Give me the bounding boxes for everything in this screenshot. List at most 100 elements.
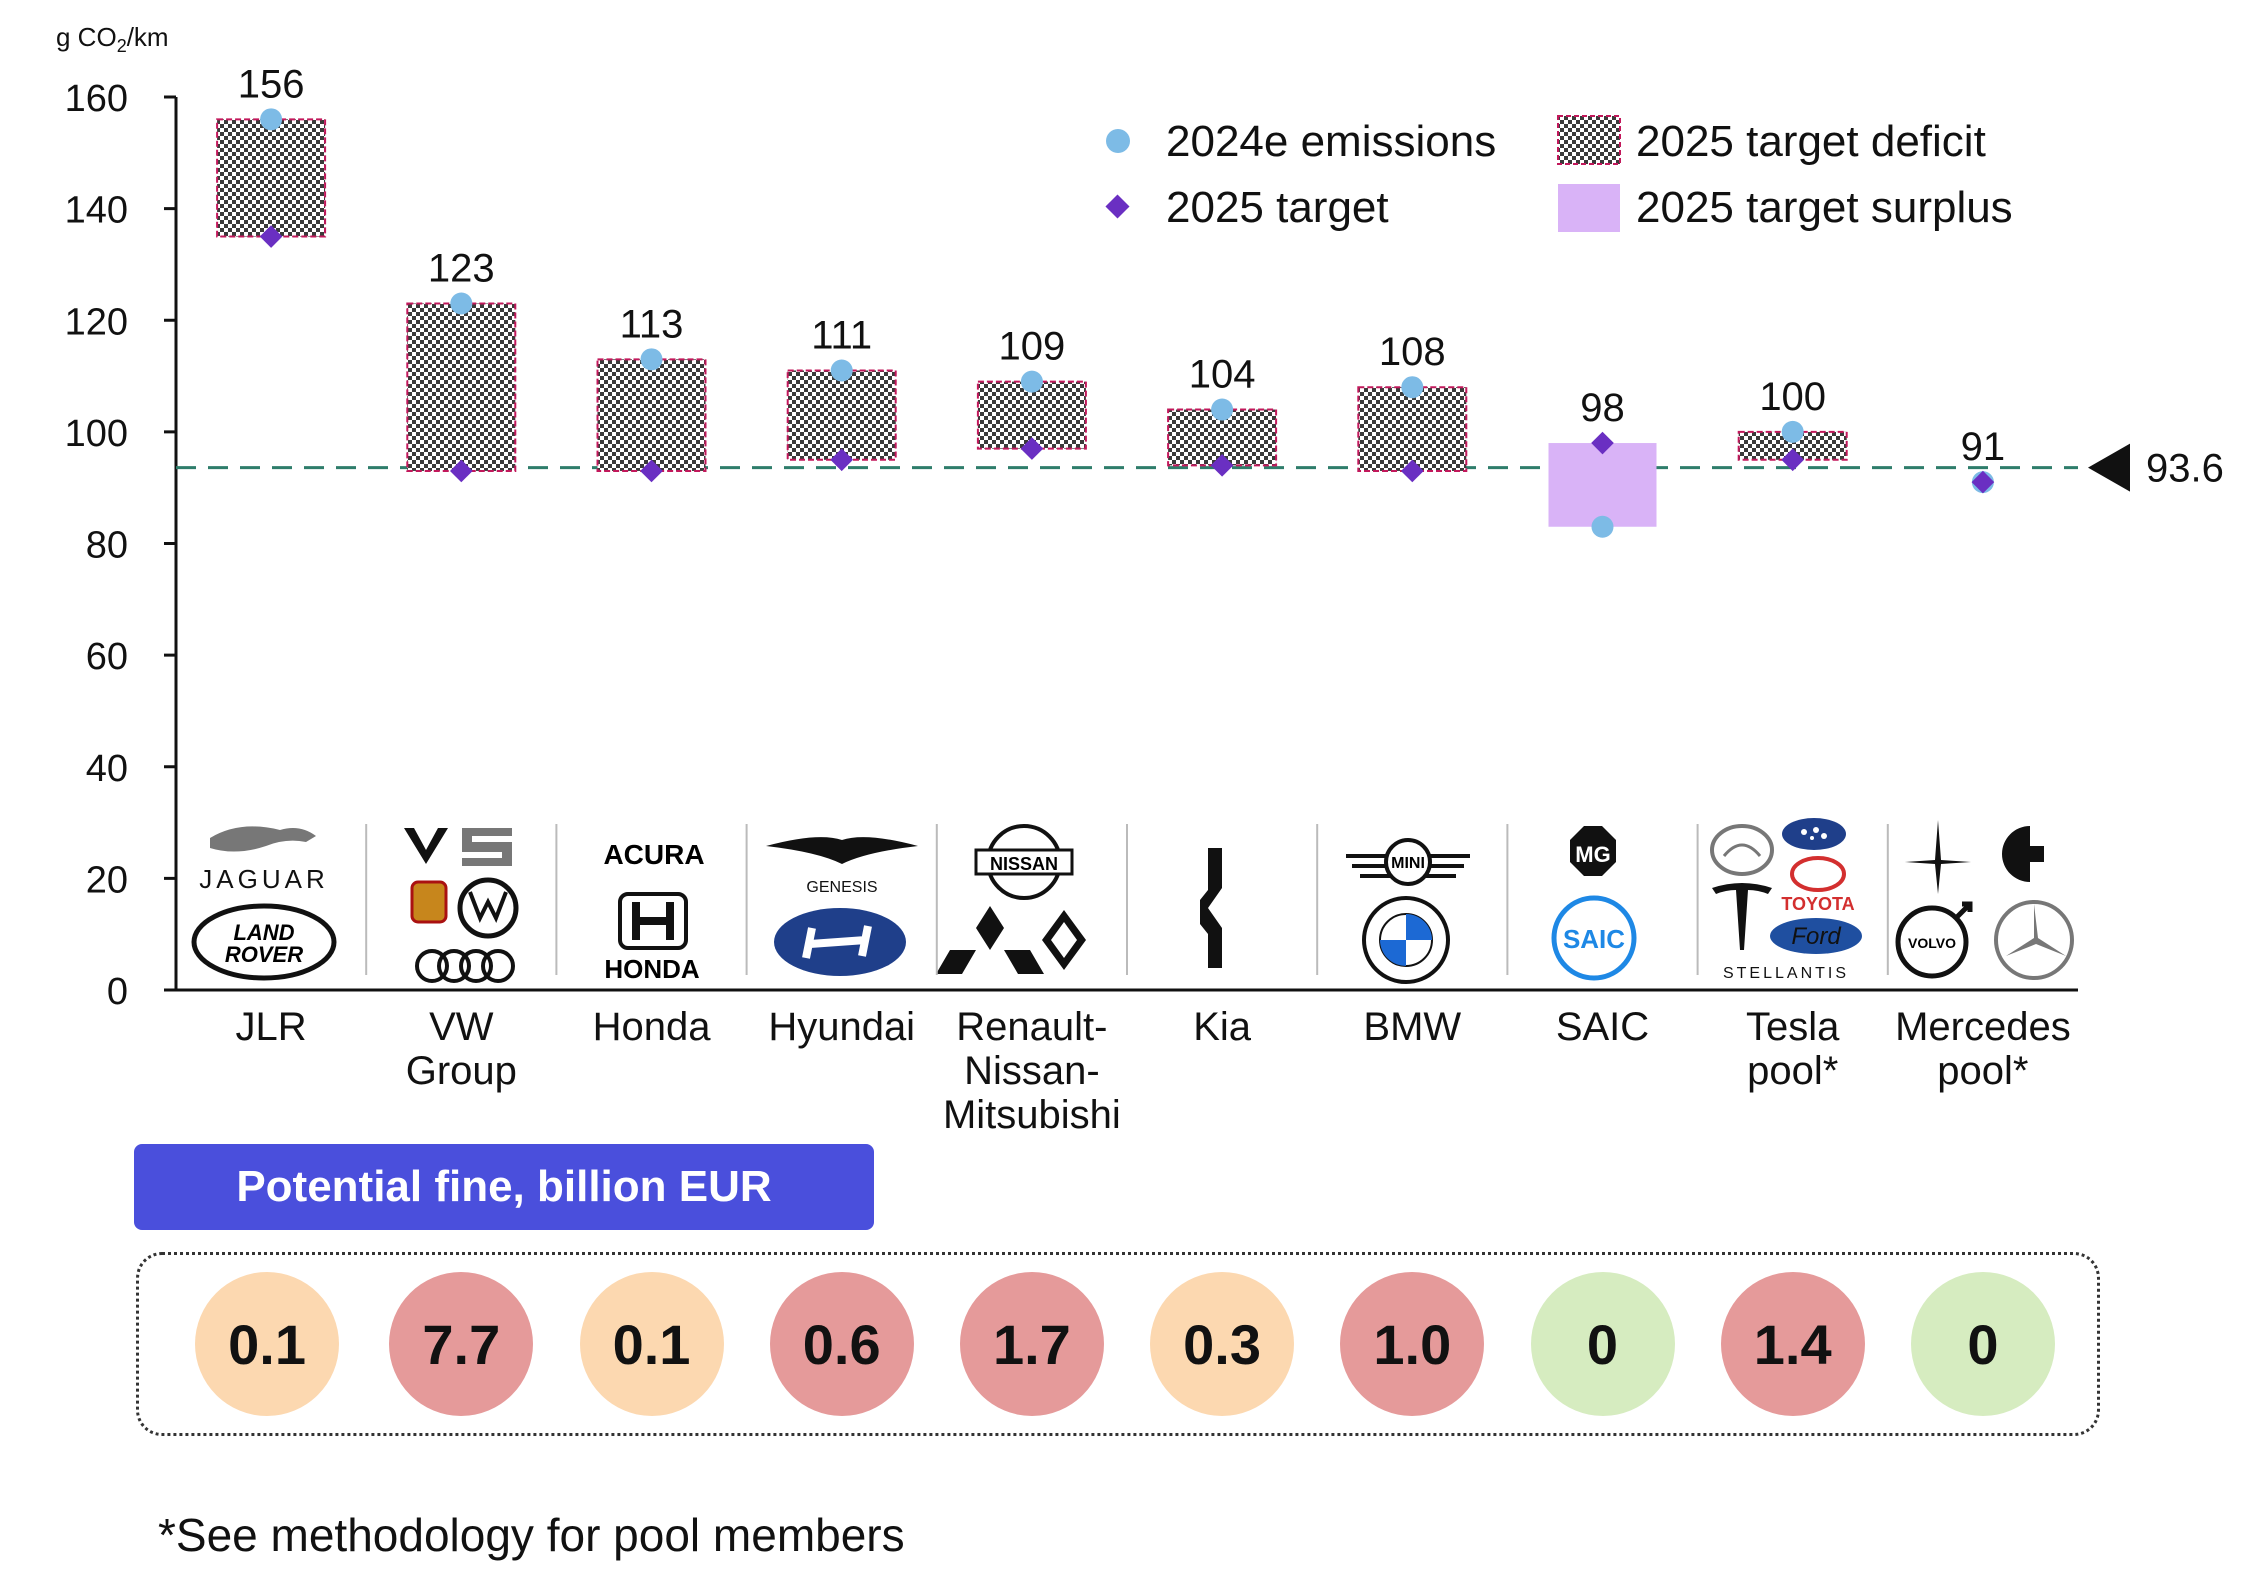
- mini-wordmark: MINI: [1391, 855, 1425, 872]
- fine-circle-honda: 0.1: [579, 1272, 724, 1416]
- bmw-logos: MINI: [1346, 838, 1470, 984]
- emissions-dot-vw: [450, 292, 473, 315]
- subaru-icon: [1782, 818, 1846, 850]
- value-label-tesla: 100: [1759, 375, 1826, 419]
- mini-badge-icon: [1384, 838, 1432, 886]
- fine-circle-bmw: 1.0: [1340, 1272, 1485, 1416]
- fine-circle-mercedes: 0: [1910, 1272, 2055, 1416]
- fine-circle-rnm: 1.7: [959, 1272, 1104, 1416]
- x-label-hyundai: Hyundai: [768, 1005, 915, 1049]
- x-label-honda: Honda: [593, 1005, 712, 1049]
- legend-deficit-label: 2025 target deficit: [1636, 117, 1986, 166]
- x-label-jlr: JLR: [236, 1005, 307, 1049]
- target-diamond-saic: [1591, 431, 1614, 455]
- emissions-dot-tesla: [1781, 420, 1804, 443]
- mg-octagon-icon: [1570, 826, 1616, 876]
- mg-wordmark: MG: [1575, 842, 1610, 867]
- x-label-rnm: Mitsubishi: [943, 1093, 1121, 1137]
- fine-circle-tesla: 1.4: [1720, 1272, 1865, 1416]
- rnm-logos: NISSAN: [936, 824, 1086, 974]
- value-label-bmw: 108: [1379, 330, 1446, 374]
- acura-wordmark: ACURA: [603, 839, 704, 870]
- y-tick-label: 100: [65, 413, 128, 455]
- bmw-quadrants: [1380, 914, 1432, 966]
- hyundai-logos: GENESIS: [766, 837, 918, 976]
- value-label-honda: 113: [620, 302, 684, 346]
- cupra-icon: [404, 828, 448, 864]
- deficit-bar-vw: [406, 302, 517, 472]
- emissions-dot-rnm: [1020, 370, 1043, 393]
- x-label-kia: Kia: [1193, 1005, 1252, 1049]
- deficit-bar-hyundai: [786, 369, 897, 461]
- toyota-wordmark: TOYOTA: [1781, 894, 1854, 914]
- smart-icon: [2002, 826, 2044, 882]
- target-diamond-tesla: [1781, 448, 1805, 472]
- logo-separators: [365, 824, 1889, 975]
- ford-oval-icon: [1770, 918, 1862, 954]
- y-tick-label: 0: [107, 971, 128, 1013]
- x-label-mercedes: Mercedes: [1895, 1005, 2071, 1049]
- vw-badge-icon: [457, 877, 519, 939]
- porsche-crest-icon: [410, 880, 448, 924]
- value-label-mercedes: 91: [1961, 425, 2006, 469]
- deficit-bar-jlr: [216, 118, 327, 238]
- value-label-hyundai: 111: [811, 313, 872, 357]
- x-label-tesla: Tesla: [1746, 1005, 1840, 1049]
- mercedes-pool-logos: VOLVO: [1895, 820, 2074, 980]
- target-diamond-mercedes: [1971, 470, 1995, 494]
- tesla-t-icon: [1712, 883, 1772, 950]
- target-diamond-bmw: [1400, 459, 1424, 483]
- reference-line-label: 93.6: [2146, 447, 2224, 491]
- y-tick-label: 40: [86, 748, 128, 790]
- vw-badge-letters: [468, 891, 508, 923]
- y-tick-label: 80: [86, 525, 128, 567]
- skoda-seat-icon: [462, 828, 512, 866]
- value-label-vw: 123: [428, 247, 495, 291]
- legend-emissions-label: 2024e emissions: [1166, 117, 1496, 166]
- x-label-rnm: Renault-: [956, 1005, 1107, 1049]
- nissan-wordmark: NISSAN: [990, 854, 1058, 874]
- jaguar-leaper-icon: [210, 826, 316, 852]
- legend-deficit-swatch: [1557, 115, 1621, 165]
- emissions-dot-saic: [1591, 515, 1614, 538]
- fine-circle-saic: 0: [1530, 1272, 1675, 1416]
- fine-circle-vw: 7.7: [389, 1272, 534, 1416]
- mazda-icon: [1710, 824, 1774, 876]
- audi-rings-icon: [415, 949, 515, 983]
- renault-diamond-icon: [1042, 910, 1086, 970]
- mazda-wings: [1722, 843, 1762, 857]
- genesis-wings-icon: [766, 837, 918, 864]
- emissions-dot-honda: [640, 348, 663, 371]
- y-tick-label: 20: [86, 859, 128, 901]
- land-rover-text-2: ROVER: [225, 942, 303, 967]
- potential-fine-header: Potential fine, billion EUR: [134, 1144, 874, 1230]
- x-label-mercedes: pool*: [1937, 1049, 2028, 1093]
- mercedes-star-arms: [2006, 904, 2066, 956]
- land-rover-badge-icon: [191, 903, 337, 981]
- legend-target-label: 2025 target: [1166, 183, 1389, 232]
- y-tick-label: 160: [65, 78, 128, 120]
- reference-line: 93.6: [176, 443, 2224, 492]
- genesis-wordmark: GENESIS: [806, 879, 877, 896]
- target-diamond-hyundai: [830, 448, 854, 472]
- reference-arrow-icon: [2088, 443, 2130, 492]
- surplus-bar-saic: [1548, 443, 1657, 527]
- polestar-icon: [1905, 820, 1971, 894]
- toyota-icon: [1790, 856, 1846, 892]
- x-label-bmw: BMW: [1363, 1005, 1461, 1049]
- fines-container: [136, 1252, 2100, 1436]
- deficit-bar-honda: [596, 358, 707, 472]
- hyundai-h-letter: [802, 925, 872, 959]
- tesla-pool-logos: TOYOTA Ford STELLANTIS: [1710, 818, 1862, 982]
- y-axis: 0 20 40 60 80 100 120 140 160: [65, 78, 2078, 1013]
- honda-h-letter: [632, 902, 674, 940]
- vw-group-logos: [404, 828, 519, 983]
- brand-logos: JAGUAR LAND ROVER ACURA HONDA: [191, 818, 2074, 984]
- emissions-dot-kia: [1211, 398, 1234, 421]
- x-label-saic: SAIC: [1556, 1005, 1649, 1049]
- value-label-jlr: 156: [238, 62, 305, 106]
- value-label-saic: 98: [1580, 386, 1625, 430]
- legend-surplus-swatch: [1558, 184, 1620, 232]
